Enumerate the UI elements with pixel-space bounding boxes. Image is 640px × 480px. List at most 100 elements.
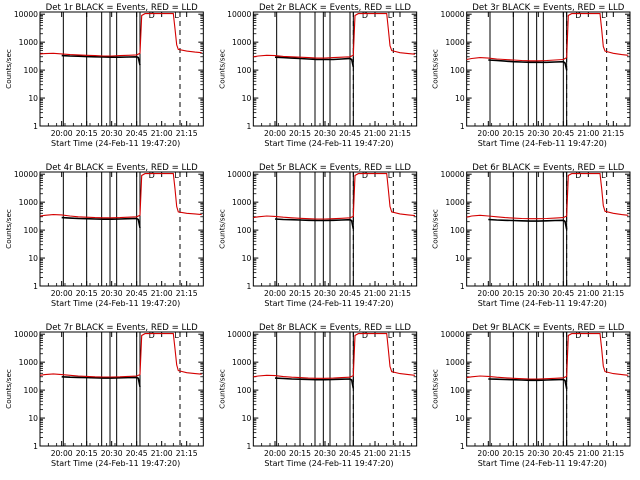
y-tick-label: 1	[246, 282, 251, 291]
panel-title: Det 9r BLACK = Events, RED = LLD	[472, 323, 624, 333]
x-tick-label: 20:45	[339, 289, 361, 298]
x-tick-label: 20:00	[51, 129, 73, 138]
y-axis-label: Counts/sec	[431, 49, 440, 89]
x-tick-label: 21:00	[364, 129, 386, 138]
marker-label: D	[575, 331, 581, 340]
x-tick-label: 21:15	[602, 289, 624, 298]
marker-label: D	[149, 331, 155, 340]
x-tick-label: 21:00	[577, 129, 599, 138]
plot-frame	[39, 331, 204, 447]
x-axis-label: Start Time (24-Feb-11 19:47:20)	[51, 299, 180, 308]
marker-label: D	[149, 11, 155, 20]
marker-label: L	[174, 331, 179, 340]
y-tick-label: 100	[24, 66, 39, 75]
y-tick-label: 1	[460, 282, 465, 291]
y-tick-label: 1000	[19, 358, 38, 367]
panel-title: Det 2r BLACK = Events, RED = LLD	[259, 3, 411, 13]
events-series-line	[274, 377, 355, 389]
y-tick-label: 10	[242, 414, 252, 423]
panel-title: Det 3r BLACK = Events, RED = LLD	[472, 3, 624, 13]
detector-panel-9: Det 9r BLACK = Events, RED = LLD 1 10 100 10…	[431, 323, 631, 468]
x-tick-label: 21:00	[151, 289, 173, 298]
marker-label: D	[575, 171, 581, 180]
marker-label: L	[601, 11, 606, 20]
y-tick-label: 100	[237, 226, 252, 235]
y-tick-label: 100	[450, 66, 465, 75]
plot-frame	[39, 11, 204, 127]
y-tick-label: 10000	[440, 10, 464, 19]
x-tick-label: 20:15	[502, 289, 524, 298]
x-tick-label: 21:15	[602, 129, 624, 138]
x-tick-label: 21:15	[389, 129, 411, 138]
panel-title: Det 5r BLACK = Events, RED = LLD	[259, 163, 411, 173]
marker-label: D	[362, 331, 368, 340]
panel-title: Det 1r BLACK = Events, RED = LLD	[46, 3, 198, 13]
y-axis-label: Counts/sec	[217, 209, 226, 249]
marker-label: L	[174, 171, 179, 180]
y-axis-label: Counts/sec	[217, 369, 226, 409]
x-tick-label: 20:00	[51, 449, 73, 458]
x-tick-label: 21:15	[176, 449, 198, 458]
y-axis-label: Counts/sec	[217, 49, 226, 89]
x-tick-label: 20:45	[339, 449, 361, 458]
y-tick-label: 10000	[227, 10, 251, 19]
y-tick-label: 1	[460, 122, 465, 131]
x-axis-label: Start Time (24-Feb-11 19:47:20)	[478, 299, 607, 308]
detector-panel-6: Det 6r BLACK = Events, RED = LLD 1 10 100 10…	[431, 163, 631, 308]
marker-label: D	[362, 171, 368, 180]
y-tick-label: 100	[450, 226, 465, 235]
y-tick-label: 10	[28, 254, 38, 263]
x-axis-label: Start Time (24-Feb-11 19:47:20)	[264, 299, 393, 308]
plot-frame	[252, 171, 418, 287]
plot-frame	[466, 171, 631, 287]
y-tick-label: 1	[33, 122, 38, 131]
x-tick-label: 20:30	[314, 289, 336, 298]
y-tick-label: 10000	[227, 330, 251, 339]
x-tick-label: 20:30	[314, 129, 336, 138]
y-tick-label: 10	[455, 254, 465, 263]
x-tick-label: 20:15	[502, 129, 524, 138]
y-axis-label: Counts/sec	[431, 369, 440, 409]
marker-label: D	[575, 11, 581, 20]
x-tick-label: 20:30	[527, 129, 549, 138]
x-tick-label: 20:45	[552, 289, 574, 298]
lld-series-line	[253, 173, 416, 220]
x-tick-label: 20:45	[126, 129, 148, 138]
plot-frame	[39, 171, 204, 287]
x-tick-label: 20:30	[101, 449, 123, 458]
marker-label: L	[601, 171, 606, 180]
x-tick-label: 20:30	[314, 449, 336, 458]
detector-panel-1: Det 1r BLACK = Events, RED = LLD 1 10 100 10…	[4, 3, 204, 148]
y-tick-label: 10000	[14, 330, 38, 339]
marker-label: L	[388, 11, 393, 20]
lld-series-line	[466, 333, 629, 380]
x-tick-label: 20:45	[339, 129, 361, 138]
y-tick-label: 10	[28, 94, 38, 103]
plot-frame	[252, 331, 418, 447]
y-tick-label: 10	[455, 414, 465, 423]
detector-panel-4: Det 4r BLACK = Events, RED = LLD 1 10 100 10…	[4, 163, 204, 308]
events-series-line	[488, 218, 568, 230]
lld-series-line	[39, 173, 202, 219]
x-tick-label: 20:45	[552, 449, 574, 458]
events-series-line	[274, 56, 355, 68]
x-tick-label: 21:15	[389, 289, 411, 298]
x-tick-label: 20:30	[101, 129, 123, 138]
x-axis-label: Start Time (24-Feb-11 19:47:20)	[478, 139, 607, 148]
x-tick-label: 21:15	[176, 129, 198, 138]
lld-series-line	[466, 173, 629, 220]
events-series-line	[61, 54, 141, 66]
y-tick-label: 100	[450, 386, 465, 395]
x-tick-label: 20:15	[289, 289, 311, 298]
y-tick-label: 10	[242, 94, 252, 103]
plot-frame	[252, 11, 418, 127]
x-tick-label: 20:15	[289, 449, 311, 458]
y-tick-label: 100	[24, 386, 39, 395]
lld-series-line	[466, 13, 629, 62]
y-tick-label: 100	[24, 226, 39, 235]
x-tick-label: 21:00	[151, 129, 173, 138]
x-tick-label: 20:00	[264, 289, 286, 298]
marker-label: L	[601, 331, 606, 340]
x-tick-label: 20:15	[289, 129, 311, 138]
